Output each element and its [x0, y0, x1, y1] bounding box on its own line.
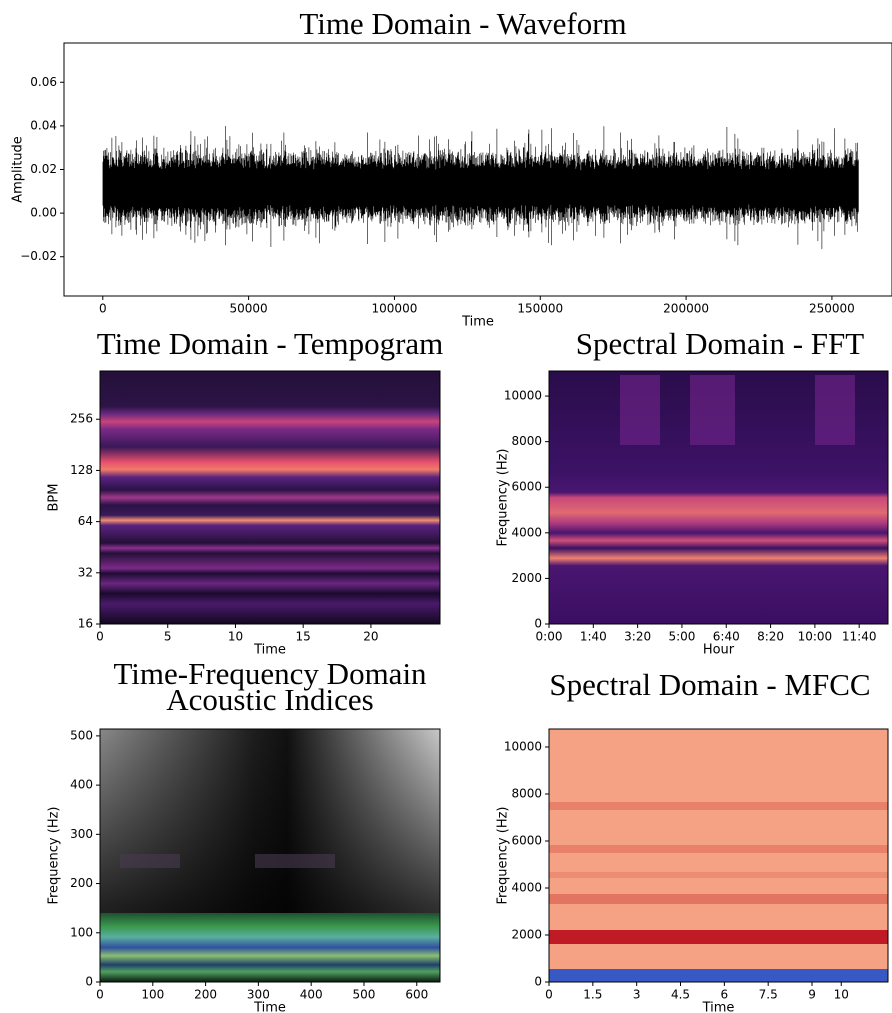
x-tick-label: 1.5	[583, 988, 602, 1002]
y-axis-label: Frequency (Hz)	[47, 806, 62, 904]
x-tick-label: 300	[247, 988, 270, 1002]
x-axis-label: Time	[253, 1001, 286, 1013]
waveform-texture	[102, 126, 859, 250]
y-tick-label: 128	[70, 463, 93, 477]
y-axis-label: Frequency (Hz)	[496, 806, 511, 904]
y-axis-label: BPM	[47, 484, 62, 512]
x-tick-label: 600	[405, 988, 428, 1002]
y-tick-label: 200	[70, 876, 93, 890]
y-tick-label: 10000	[504, 740, 542, 754]
chart-title: Time-Frequency Domain	[113, 656, 427, 691]
chart-title: Time Domain - Tempogram	[97, 326, 444, 361]
y-tick-label: 256	[70, 412, 93, 426]
waveform-layer	[102, 126, 859, 250]
y-tick-label: 4000	[511, 881, 542, 895]
y-tick-label: 500	[70, 728, 93, 742]
x-tick-label: 0	[96, 630, 104, 644]
acoustic-image	[100, 729, 440, 982]
x-tick-label: 150000	[517, 302, 563, 316]
axes-frame	[99, 728, 441, 983]
x-tick-label: 6	[721, 988, 729, 1002]
x-tick-label: 15	[296, 630, 311, 644]
y-tick-label: 8000	[511, 434, 542, 448]
chart-title: Time Domain - Waveform	[299, 6, 626, 41]
y-tick-label: 0.06	[30, 75, 57, 89]
y-tick-label: 0	[85, 975, 93, 989]
chart-title: Spectral Domain - MFCC	[549, 667, 870, 702]
y-tick-label: 2000	[511, 928, 542, 942]
y-tick-label: 32	[78, 565, 93, 579]
x-tick-label: 0	[99, 302, 107, 316]
x-tick-label: 3:20	[624, 630, 651, 644]
x-axis-label: Time	[461, 315, 494, 330]
x-tick-label: 200	[194, 988, 217, 1002]
x-tick-label: 100	[141, 988, 164, 1002]
x-tick-label: 10	[834, 988, 849, 1002]
y-tick-label: 6000	[511, 480, 542, 494]
x-tick-label: 500	[353, 988, 376, 1002]
x-tick-label: 8:20	[757, 630, 784, 644]
y-tick-label: 300	[70, 827, 93, 841]
x-tick-label: 50000	[230, 302, 268, 316]
x-tick-label: 6:40	[713, 630, 740, 644]
x-axis-label: Time	[702, 1001, 735, 1013]
y-axis-label: Amplitude	[11, 136, 26, 203]
x-tick-label: 200000	[663, 302, 709, 316]
x-tick-label: 10:00	[798, 630, 833, 644]
x-tick-label: 1:40	[580, 630, 607, 644]
y-tick-label: 100	[70, 925, 93, 939]
x-tick-label: 20	[363, 630, 378, 644]
x-tick-label: 250000	[809, 302, 855, 316]
x-tick-label: 100000	[372, 302, 418, 316]
fft-image	[549, 371, 888, 624]
y-tick-label: 0	[534, 975, 542, 989]
x-tick-label: 3	[633, 988, 641, 1002]
x-tick-label: 400	[300, 988, 323, 1002]
y-tick-label: 0	[534, 617, 542, 631]
axes-frame	[99, 370, 441, 625]
x-tick-label: 5:00	[668, 630, 695, 644]
tempogram-image	[100, 371, 440, 624]
mfcc-image	[549, 729, 888, 982]
x-tick-label: 5	[164, 630, 172, 644]
y-tick-label: 16	[78, 617, 93, 631]
chart-title: Acoustic Indices	[166, 682, 373, 717]
y-axis-label: Frequency (Hz)	[496, 448, 511, 546]
x-axis-label: Time	[253, 643, 286, 658]
y-tick-label: 2000	[511, 571, 542, 585]
y-tick-label: 64	[78, 514, 93, 528]
x-tick-label: 4.5	[671, 988, 690, 1002]
y-tick-label: 6000	[511, 834, 542, 848]
y-tick-label: 400	[70, 778, 93, 792]
x-tick-label: 7.5	[759, 988, 778, 1002]
y-tick-label: −0.02	[20, 249, 57, 263]
x-tick-label: 10	[228, 630, 243, 644]
x-tick-label: 0:00	[536, 630, 563, 644]
y-tick-label: 4000	[511, 525, 542, 539]
x-tick-label: 9	[808, 988, 816, 1002]
chart-title: Spectral Domain - FFT	[576, 326, 864, 361]
x-tick-label: 0	[545, 988, 553, 1002]
y-tick-label: 0.00	[30, 206, 57, 220]
axes-frame	[548, 728, 889, 983]
x-axis-label: Hour	[703, 643, 735, 658]
x-tick-label: 0	[96, 988, 104, 1002]
y-tick-label: 10000	[504, 389, 542, 403]
y-tick-label: 8000	[511, 787, 542, 801]
y-tick-label: 0.04	[30, 118, 57, 132]
axes-frame	[548, 370, 889, 625]
x-tick-label: 11:40	[842, 630, 877, 644]
y-tick-label: 0.02	[30, 162, 57, 176]
